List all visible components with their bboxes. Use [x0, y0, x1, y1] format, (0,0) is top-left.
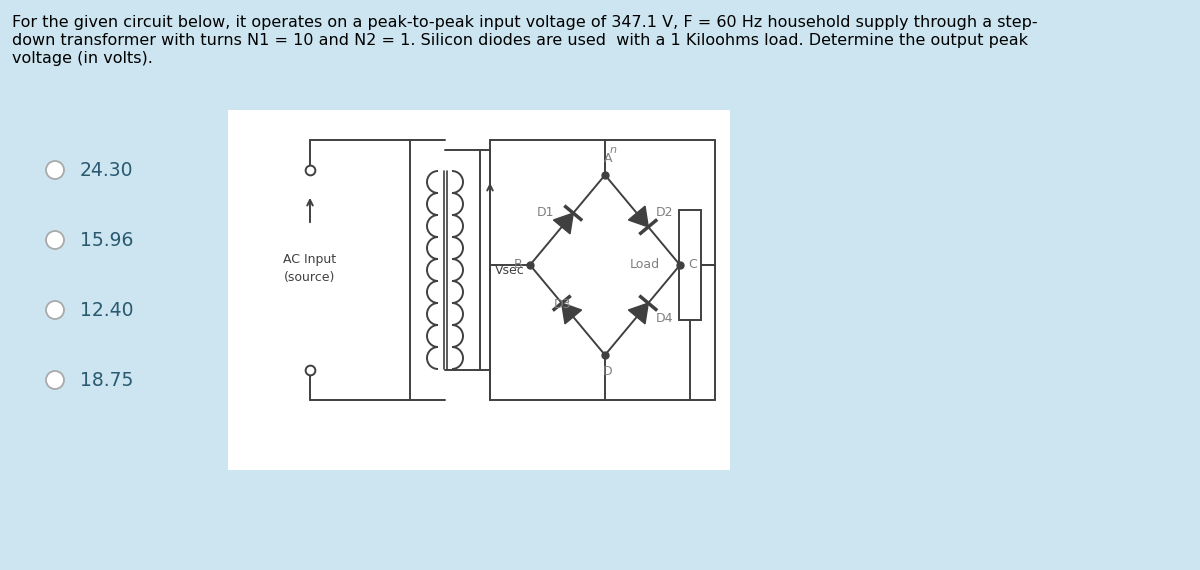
Circle shape — [46, 231, 64, 249]
Polygon shape — [629, 303, 648, 324]
Circle shape — [46, 371, 64, 389]
Text: D: D — [604, 365, 613, 378]
Text: AC Input: AC Input — [283, 254, 336, 267]
Text: Vsec: Vsec — [496, 263, 524, 276]
Circle shape — [46, 161, 64, 179]
Text: 18.75: 18.75 — [80, 370, 133, 389]
Text: down transformer with turns N1 = 10 and N2 = 1. Silicon diodes are used  with a : down transformer with turns N1 = 10 and … — [12, 33, 1028, 48]
Text: 24.30: 24.30 — [80, 161, 133, 180]
Text: For the given circuit below, it operates on a peak-to-peak input voltage of 347.: For the given circuit below, it operates… — [12, 15, 1038, 30]
Polygon shape — [629, 206, 648, 227]
Text: D4: D4 — [655, 311, 673, 324]
Text: 15.96: 15.96 — [80, 230, 133, 250]
Text: D1: D1 — [536, 206, 554, 218]
Polygon shape — [562, 303, 582, 324]
Text: C: C — [688, 259, 697, 271]
Text: n: n — [610, 145, 617, 155]
Text: A: A — [604, 152, 612, 165]
Text: 12.40: 12.40 — [80, 300, 133, 320]
Text: D2: D2 — [655, 206, 673, 218]
Text: B: B — [514, 259, 522, 271]
Circle shape — [46, 301, 64, 319]
Text: Load: Load — [630, 259, 660, 271]
Polygon shape — [553, 213, 574, 234]
Text: D3: D3 — [553, 299, 571, 311]
Text: (source): (source) — [284, 271, 336, 283]
Bar — [679, 210, 701, 320]
Text: voltage (in volts).: voltage (in volts). — [12, 51, 152, 66]
Bar — [228, 110, 730, 470]
